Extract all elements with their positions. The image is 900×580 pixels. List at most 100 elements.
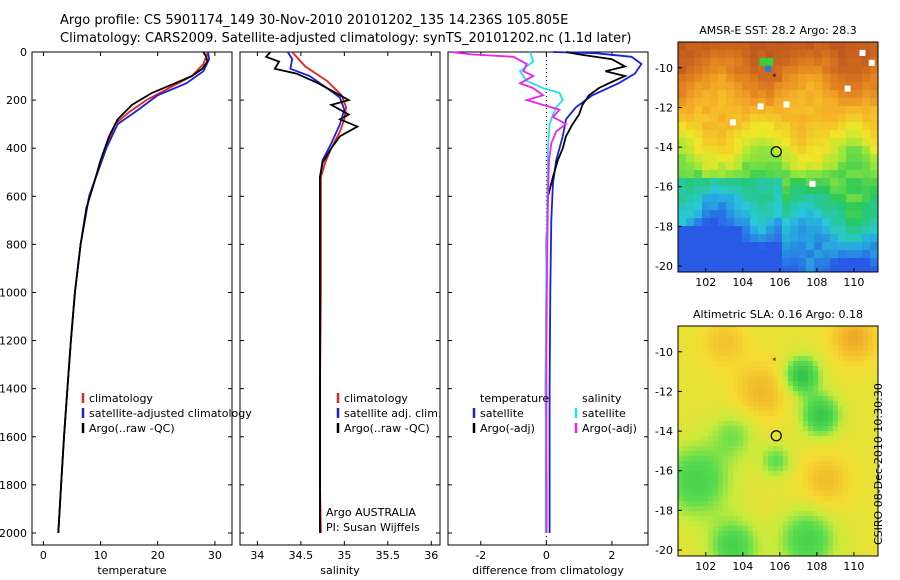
sla-map-cell (678, 366, 683, 371)
sst-map-cell (790, 106, 798, 114)
sla-map-cell (703, 326, 708, 331)
sla-map-cell (713, 491, 718, 496)
sla-map-cell (858, 531, 863, 536)
sst-map-panel: 102 104 106 108 110-10-12-14-16-18-20AMSR-E … (655, 24, 879, 289)
sla-map-cell (733, 476, 738, 481)
sst-map-cell (862, 202, 870, 210)
sla-map-cell (823, 451, 828, 456)
sla-map-cell (763, 511, 768, 516)
sst-map-cell (734, 50, 742, 58)
sla-map-cell (813, 551, 818, 556)
sla-map-cell (728, 526, 733, 531)
sla-map-cell (693, 476, 698, 481)
sla-map-cell (778, 351, 783, 356)
sst-map-cell (798, 226, 806, 234)
sla-map-cell (708, 326, 713, 331)
sla-map-cell (773, 356, 778, 361)
sla-map-cell (678, 336, 683, 341)
sla-map-cell (783, 461, 788, 466)
sla-map-cell (773, 481, 778, 486)
sst-map-cell (734, 186, 742, 194)
sla-map-cell (793, 386, 798, 391)
sla-map-cell (788, 441, 793, 446)
sst-map-cell (782, 58, 790, 66)
sst-map-cell (718, 186, 726, 194)
sst-map-cell (854, 146, 862, 154)
sla-map-cell (753, 411, 758, 416)
sla-map-cell (723, 336, 728, 341)
sla-map-cell (833, 481, 838, 486)
sla-map-cell (763, 346, 768, 351)
sst-map-cell (702, 90, 710, 98)
sla-map-cell (688, 406, 693, 411)
sla-map-cell (798, 386, 803, 391)
sla-map-cell (783, 456, 788, 461)
sla-map-cell (848, 346, 853, 351)
sla-map-cell (728, 516, 733, 521)
sla-map-cell (843, 496, 848, 501)
sst-map-cell (742, 242, 750, 250)
sst-map-cell (710, 154, 718, 162)
sst-map-cell (726, 50, 734, 58)
sla-map-cell (848, 456, 853, 461)
sla-map-cell (843, 456, 848, 461)
sla-map-cell (703, 406, 708, 411)
sla-map-cell (773, 476, 778, 481)
sla-map-cell (858, 461, 863, 466)
sst-map-cell (814, 154, 822, 162)
sla-map-cell (783, 361, 788, 366)
sla-map-cell (858, 436, 863, 441)
sst-map-cell (694, 154, 702, 162)
sst-map-cell (814, 82, 822, 90)
sla-map-cell (843, 511, 848, 516)
sla-map-cell (748, 546, 753, 551)
sla-map-cell (823, 351, 828, 356)
sst-map-cell (846, 194, 854, 202)
sla-map-cell (788, 476, 793, 481)
sla-map-cell (843, 541, 848, 546)
sla-map-cell (848, 391, 853, 396)
sla-map-cell (873, 471, 878, 476)
sla-map-cell (678, 436, 683, 441)
sla-map-cell (748, 411, 753, 416)
sla-map-cell (788, 411, 793, 416)
sst-map-cell (782, 42, 790, 50)
sla-map-cell (863, 406, 868, 411)
sst-map-cell (854, 90, 862, 98)
sla-map-cell (778, 356, 783, 361)
sst-map-cell (678, 42, 686, 50)
sst-map-cell (726, 250, 734, 258)
sla-map-cell (803, 441, 808, 446)
sla-map-cell (778, 441, 783, 446)
sla-map-cell (843, 376, 848, 381)
sla-map-cell (708, 491, 713, 496)
sst-map-cell (806, 186, 814, 194)
sla-map-cell (748, 346, 753, 351)
sla-map-cell (858, 471, 863, 476)
sst-map-cell (774, 194, 782, 202)
sla-map-cell (798, 326, 803, 331)
sst-map-cell (726, 138, 734, 146)
sla-map-cell (713, 466, 718, 471)
sla-map-cell (798, 541, 803, 546)
sla-map-cell (788, 501, 793, 506)
sla-map-cell (693, 341, 698, 346)
sst-map-cell (742, 162, 750, 170)
sla-map-cell (828, 531, 833, 536)
sst-map-cell (822, 66, 830, 74)
sla-map-cell (803, 551, 808, 556)
sla-map-cell (848, 386, 853, 391)
sla-map-cell (758, 366, 763, 371)
sla-map-cell (693, 336, 698, 341)
sla-map-cell (843, 416, 848, 421)
sst-map-cell (870, 114, 878, 122)
sst-map-cell (750, 42, 758, 50)
sla-map-cell (818, 536, 823, 541)
sla-map-cell (863, 396, 868, 401)
sst-map-cell (774, 42, 782, 50)
sla-map-cell (838, 481, 843, 486)
sla-map-cell (688, 551, 693, 556)
sla-map-cell (763, 436, 768, 441)
sla-map-cell (868, 391, 873, 396)
sla-map-cell (868, 491, 873, 496)
